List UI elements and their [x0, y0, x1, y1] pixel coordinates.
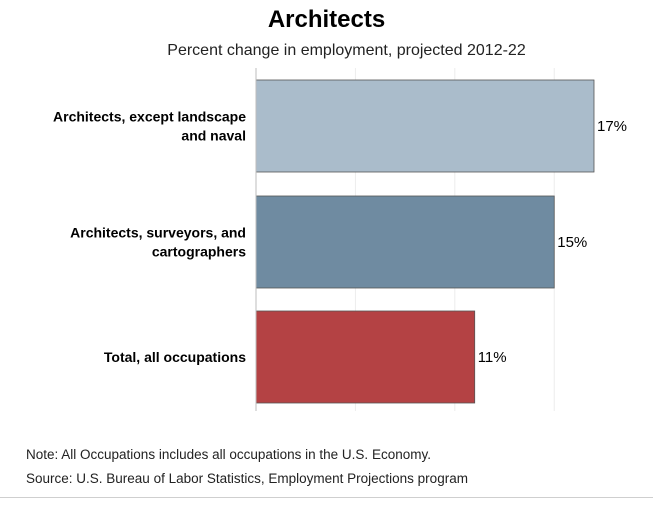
category-label-0-1: and naval — [181, 128, 246, 144]
bars — [255, 79, 595, 404]
value-label-1: 15% — [557, 234, 587, 251]
chart-subtitle: Percent change in employment, projected … — [167, 42, 526, 59]
bar-1 — [255, 195, 555, 289]
bar-chart: Architects, except landscape and naval Arc… — [53, 68, 627, 411]
bottom-divider — [0, 497, 653, 498]
value-label-2: 11% — [478, 349, 507, 366]
chart-title: Architects — [267, 6, 386, 33]
value-labels: 17% 15% 11% — [478, 118, 627, 366]
category-labels: Architects, except landscape and naval Arc… — [53, 109, 246, 366]
bar-2 — [255, 310, 476, 404]
category-label-0-0: Architects, except landscape — [53, 109, 246, 125]
category-label-1-0: Architects, surveyors, and — [70, 225, 246, 241]
category-label-2-0: Total, all occupations — [104, 349, 246, 365]
source-note: Source: U.S. Bureau of Labor Statistics,… — [26, 471, 468, 486]
bar-0 — [255, 79, 595, 173]
value-label-0: 17% — [597, 118, 627, 135]
category-label-1-1: cartographers — [152, 244, 246, 260]
footnote: Note: All Occupations includes all occup… — [26, 447, 431, 462]
